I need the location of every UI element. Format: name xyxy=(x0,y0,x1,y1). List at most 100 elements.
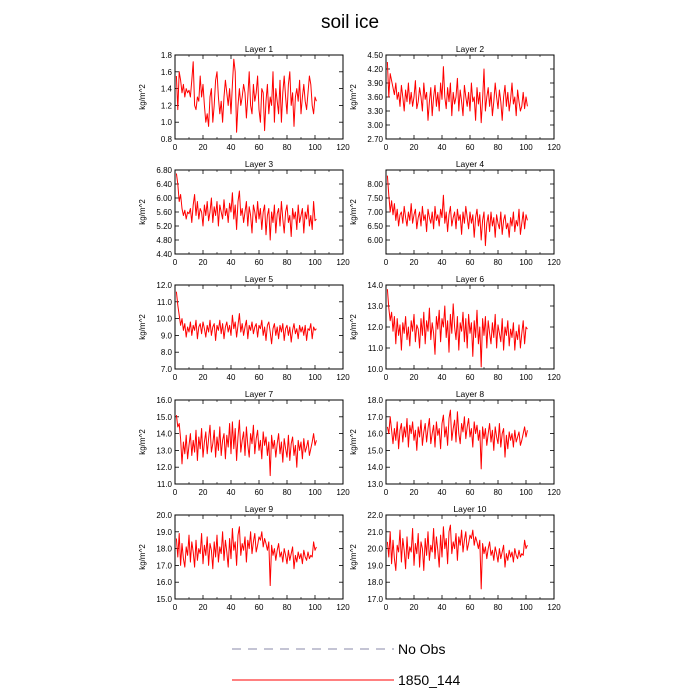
panel-title: Layer 2 xyxy=(456,44,485,54)
y-axis-label: kg/m^2 xyxy=(349,544,358,570)
x-tick-label: 100 xyxy=(308,488,322,497)
y-tick-label: 1.4 xyxy=(161,85,173,94)
plot-frame xyxy=(385,514,555,600)
y-tick-label: 18.0 xyxy=(367,396,383,405)
series-line-1850-144 xyxy=(175,58,317,133)
x-tick-label: 100 xyxy=(519,488,533,497)
x-tick-label: 40 xyxy=(438,143,447,152)
legend-label-no-obs: No Obs xyxy=(398,641,445,657)
panel-layer-7: Layer 7 kg/m^2 0 20 40 60 80 100 120 11.0 12.0 13.0… xyxy=(138,389,350,497)
y-axis-label: kg/m^2 xyxy=(138,314,147,340)
y-tick-label: 4.40 xyxy=(156,250,172,259)
x-tick-label: 80 xyxy=(494,143,503,152)
x-tick-label: 120 xyxy=(336,488,350,497)
y-tick-label: 7.50 xyxy=(367,194,383,203)
y-tick-label: 15.0 xyxy=(156,413,172,422)
plot-frame xyxy=(174,514,344,600)
x-tick-label: 40 xyxy=(438,603,447,612)
y-tick-label: 11.0 xyxy=(157,480,173,489)
x-tick-label: 60 xyxy=(255,603,264,612)
plot-frame xyxy=(174,54,344,140)
y-tick-label: 14.0 xyxy=(367,281,383,290)
plot-frame xyxy=(174,169,344,255)
x-tick-label: 40 xyxy=(438,488,447,497)
panel-layer-8: Layer 8 kg/m^2 0 20 40 60 80 100 120 13.0 14.0 15.0… xyxy=(349,389,561,497)
x-tick-label: 20 xyxy=(199,373,208,382)
x-tick-label: 120 xyxy=(336,143,350,152)
y-tick-label: 3.30 xyxy=(367,107,383,116)
y-tick-label: 13.0 xyxy=(367,302,383,311)
x-tick-label: 0 xyxy=(173,488,178,497)
panel-layer-4: Layer 4 kg/m^2 0 20 40 60 80 100 120 6.00 6.50 7.00… xyxy=(349,159,561,267)
legend-label-1850-144: 1850_144 xyxy=(398,672,461,688)
x-tick-label: 120 xyxy=(547,258,561,267)
y-tick-label: 18.0 xyxy=(367,578,383,587)
x-tick-label: 100 xyxy=(308,143,322,152)
y-tick-label: 8.00 xyxy=(367,180,383,189)
figure-title: soil ice xyxy=(321,12,379,33)
x-tick-label: 0 xyxy=(384,258,389,267)
x-tick-label: 60 xyxy=(255,373,264,382)
y-axis-label: kg/m^2 xyxy=(349,199,358,225)
y-tick-label: 3.00 xyxy=(367,121,383,130)
y-tick-label: 3.90 xyxy=(367,79,383,88)
y-tick-label: 19.0 xyxy=(367,561,383,570)
plot-frame xyxy=(174,399,344,485)
y-tick-label: 14.0 xyxy=(367,463,383,472)
y-tick-label: 5.20 xyxy=(156,222,172,231)
x-tick-label: 120 xyxy=(336,373,350,382)
y-tick-label: 20.0 xyxy=(156,511,172,520)
y-tick-label: 11.0 xyxy=(368,344,384,353)
y-tick-label: 21.0 xyxy=(367,528,383,537)
y-tick-label: 4.20 xyxy=(367,65,383,74)
x-tick-label: 40 xyxy=(227,373,236,382)
x-tick-label: 60 xyxy=(466,373,475,382)
y-tick-label: 15.0 xyxy=(367,446,383,455)
y-tick-label: 17.0 xyxy=(367,595,383,604)
plot-frame xyxy=(385,54,555,140)
x-tick-label: 60 xyxy=(255,258,264,267)
y-tick-label: 4.50 xyxy=(367,51,383,60)
panel-layer-10: Layer 10 kg/m^2 0 20 40 60 80 100 120 17.0 18.0 19.… xyxy=(349,504,561,612)
x-tick-label: 80 xyxy=(494,258,503,267)
x-tick-label: 0 xyxy=(384,603,389,612)
series-line-1850-144 xyxy=(386,409,528,470)
x-tick-label: 20 xyxy=(410,373,419,382)
y-tick-label: 0.8 xyxy=(161,135,173,144)
y-axis-label: kg/m^2 xyxy=(138,544,147,570)
y-tick-label: 10.0 xyxy=(367,365,383,374)
y-tick-label: 1.0 xyxy=(161,118,173,127)
x-tick-label: 40 xyxy=(438,373,447,382)
y-tick-label: 19.0 xyxy=(156,528,172,537)
panel-layer-3: Layer 3 kg/m^2 0 20 40 60 80 100 120 4.40 4.80 5.20… xyxy=(138,159,350,267)
x-tick-label: 100 xyxy=(519,373,533,382)
x-tick-label: 40 xyxy=(227,143,236,152)
plot-frame xyxy=(385,399,555,485)
series-line-1850-144 xyxy=(175,526,317,587)
y-axis-label: kg/m^2 xyxy=(349,429,358,455)
y-tick-label: 12.0 xyxy=(367,323,383,332)
y-axis-label: kg/m^2 xyxy=(138,199,147,225)
x-tick-label: 60 xyxy=(255,488,264,497)
y-tick-label: 16.0 xyxy=(156,396,172,405)
x-tick-label: 0 xyxy=(173,143,178,152)
y-tick-label: 4.80 xyxy=(156,236,172,245)
x-tick-label: 60 xyxy=(466,488,475,497)
y-tick-label: 16.0 xyxy=(367,430,383,439)
y-axis-label: kg/m^2 xyxy=(349,314,358,340)
y-tick-label: 15.0 xyxy=(156,595,172,604)
x-tick-label: 20 xyxy=(199,143,208,152)
y-tick-label: 6.40 xyxy=(156,180,172,189)
y-tick-label: 2.70 xyxy=(367,135,383,144)
x-tick-label: 20 xyxy=(410,603,419,612)
y-tick-label: 8.0 xyxy=(161,348,173,357)
x-tick-label: 120 xyxy=(547,143,561,152)
y-tick-label: 1.6 xyxy=(161,68,173,77)
y-tick-label: 11.0 xyxy=(157,298,173,307)
y-tick-label: 10.0 xyxy=(156,315,172,324)
x-tick-label: 0 xyxy=(384,373,389,382)
y-tick-label: 12.0 xyxy=(156,281,172,290)
panel-title: Layer 6 xyxy=(456,274,485,284)
x-tick-label: 0 xyxy=(384,488,389,497)
